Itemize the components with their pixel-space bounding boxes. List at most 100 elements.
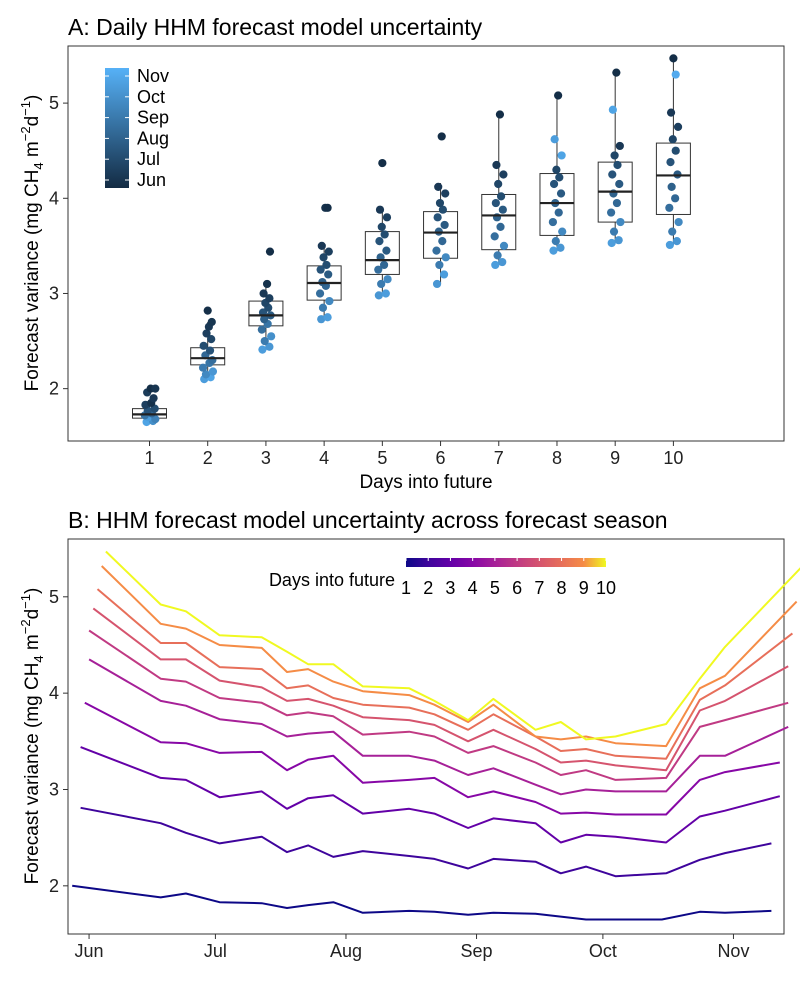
data-point [558, 227, 567, 236]
data-point [441, 189, 450, 198]
y-tick-label: 4 [49, 683, 59, 703]
data-point [325, 296, 334, 306]
data-point [262, 279, 272, 289]
data-point [322, 260, 331, 270]
panel-b-ylabel: Forecast variance (mg CH4 m−2d−1) [18, 588, 46, 885]
data-point [324, 247, 333, 256]
legend-label: 8 [557, 578, 567, 598]
data-point [498, 205, 507, 214]
data-point [432, 279, 442, 289]
legend-label: 3 [445, 578, 455, 598]
data-point [671, 70, 680, 79]
data-point [441, 253, 450, 262]
data-point [375, 237, 384, 246]
data-point [608, 170, 617, 179]
data-point [550, 135, 559, 144]
x-tick-label: 10 [663, 448, 683, 468]
x-tick-label: 5 [377, 448, 387, 468]
ylabel-mid1: m [22, 141, 43, 162]
panel-b-legend: Days into future 1 2 3 4 5 6 7 8 9 10 [269, 558, 616, 598]
ylabel-sub: 4 [31, 162, 46, 169]
legend-label: 2 [423, 578, 433, 598]
data-point [490, 232, 499, 241]
ylabel-main: Forecast variance (mg CH [22, 663, 43, 885]
data-point [377, 222, 386, 231]
legend-label: 5 [490, 578, 500, 598]
legend-label: 4 [468, 578, 478, 598]
series-line-2 [80, 806, 772, 878]
data-point [667, 182, 676, 191]
legend-label: Jun [137, 170, 166, 190]
data-point [439, 270, 449, 279]
data-point [258, 345, 267, 354]
legend-label: 10 [596, 578, 616, 598]
x-tick-label: Aug [330, 941, 362, 961]
legend-label: Jul [137, 149, 160, 169]
data-point [315, 289, 325, 298]
data-point [433, 213, 442, 222]
x-tick-label: 9 [610, 448, 620, 468]
data-point [616, 217, 625, 227]
data-point [382, 246, 391, 255]
x-tick-label: Sep [461, 941, 493, 961]
panel-b-marks [72, 550, 800, 921]
data-point [267, 332, 276, 341]
panel-a-title: A: Daily HHM forecast model uncertainty [68, 14, 483, 40]
panel-b: B: HHM forecast model uncertainty across… [18, 507, 800, 961]
data-point [265, 342, 274, 351]
x-tick-label: Oct [589, 941, 617, 961]
day-colorbar [406, 558, 606, 567]
data-point [437, 132, 446, 141]
x-tick-label: Jul [204, 941, 227, 961]
x-tick-label: Jun [75, 941, 104, 961]
data-point [554, 208, 563, 217]
series-line-8 [96, 588, 794, 760]
data-point [557, 151, 566, 160]
data-point [671, 194, 680, 203]
series-line-7 [92, 607, 789, 772]
series-line-6 [88, 629, 789, 781]
data-point [382, 213, 392, 222]
data-point [554, 91, 563, 100]
x-tick-label: 4 [319, 448, 329, 468]
x-tick-label: Nov [717, 941, 749, 961]
data-point [318, 303, 328, 312]
data-point [381, 289, 390, 298]
legend-label: 9 [579, 578, 589, 598]
y-tick-label: 3 [49, 779, 59, 799]
data-point [556, 189, 566, 198]
data-point [383, 275, 392, 284]
data-point [551, 237, 560, 246]
data-point [608, 105, 617, 114]
ylabel-sup2: −1 [18, 594, 33, 609]
data-point [612, 198, 622, 208]
series-line-4 [84, 701, 780, 816]
data-point [374, 265, 383, 274]
data-point [614, 236, 623, 245]
panel-a-marks [131, 54, 691, 427]
series-line-5 [88, 658, 789, 796]
data-point [549, 179, 559, 189]
data-point [607, 238, 616, 248]
panel-a-xlabel: Days into future [359, 472, 492, 493]
x-tick-label: 8 [552, 448, 562, 468]
data-point [668, 135, 677, 144]
data-point [612, 68, 621, 77]
data-point [496, 222, 505, 231]
data-point [265, 247, 275, 256]
ylabel-mid2: d [22, 609, 43, 620]
data-point [555, 173, 564, 182]
ylabel-sup2: −1 [18, 101, 33, 116]
y-tick-label: 5 [49, 93, 59, 113]
data-point [613, 160, 622, 170]
legend-title: Days into future [269, 570, 395, 590]
legend-label: Sep [137, 108, 169, 128]
data-point [552, 165, 561, 174]
x-tick-label: 1 [144, 448, 154, 468]
data-point [316, 265, 325, 274]
y-tick-label: 5 [49, 587, 59, 607]
data-point [438, 237, 447, 246]
panel-b-title: B: HHM forecast model uncertainty across… [68, 507, 668, 533]
data-point [665, 203, 674, 212]
